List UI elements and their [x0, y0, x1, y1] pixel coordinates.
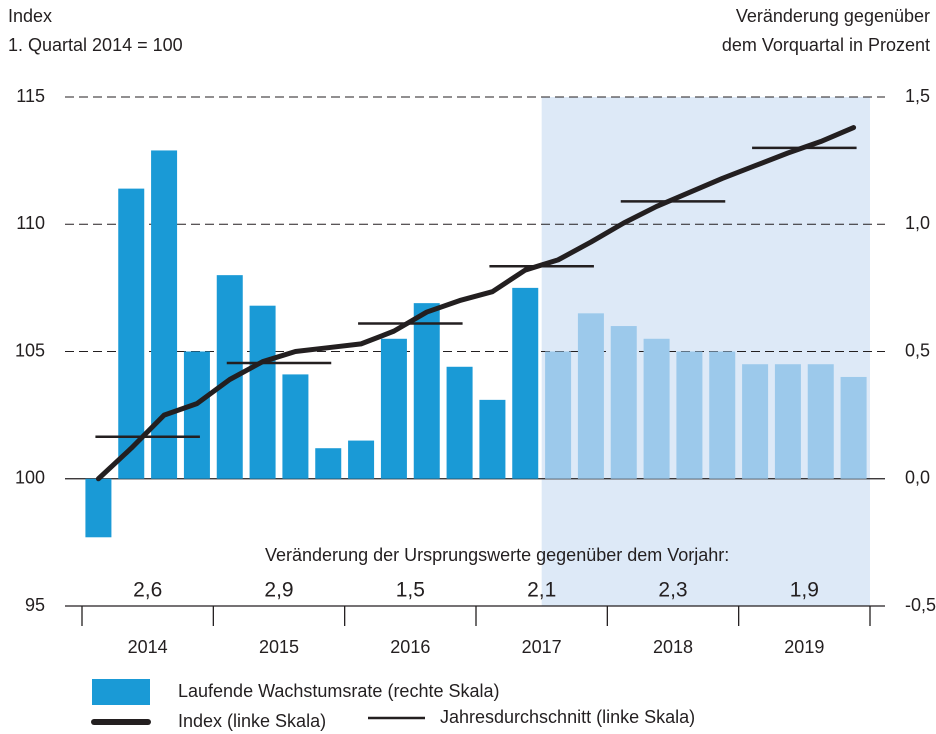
x-tick-label: 2019: [784, 637, 824, 657]
y-axis-title: 1. Quartal 2014 = 100: [8, 35, 183, 55]
bar: [315, 448, 342, 479]
y2-axis-title: Veränderung gegenüber: [736, 6, 930, 26]
x-tick-label: 2018: [653, 637, 693, 657]
bar: [709, 351, 736, 479]
bar: [807, 364, 834, 479]
y2-axis-title: dem Vorquartal in Prozent: [722, 35, 930, 55]
y2-tick-label: -0,5: [905, 595, 936, 615]
y2-tick-label: 1,5: [905, 86, 930, 106]
index-line: [95, 125, 857, 482]
x-tick-label: 2014: [128, 637, 168, 657]
bar: [512, 287, 539, 479]
bar: [118, 188, 145, 479]
bar: [249, 305, 276, 479]
legend-label: Jahresdurchschnitt (linke Skala): [440, 707, 695, 727]
legend-swatch: [92, 679, 150, 705]
y2-tick-label: 1,0: [905, 213, 930, 233]
y-tick-label: 100: [15, 468, 45, 488]
annual-change-label: 2,9: [264, 579, 293, 602]
y2-tick-label: 0,0: [905, 468, 930, 488]
bar: [610, 326, 637, 479]
bar: [742, 364, 769, 479]
bar: [413, 303, 440, 479]
annual-change-label: 2,1: [527, 579, 556, 602]
y-axis-title: Index: [8, 6, 52, 26]
bar: [774, 364, 801, 479]
bar: [348, 440, 375, 479]
bar: [545, 351, 572, 479]
y2-tick-label: 0,5: [905, 340, 930, 360]
bar: [643, 338, 670, 479]
bar: [183, 351, 210, 479]
x-tick-label: 2015: [259, 637, 299, 657]
x-tick-label: 2016: [390, 637, 430, 657]
annual-change-label: 2,6: [133, 579, 162, 602]
bar: [479, 399, 506, 479]
bar: [85, 478, 112, 538]
y-tick-label: 110: [16, 213, 45, 233]
annual-change-label: 1,9: [790, 579, 819, 602]
annual-change-title: Veränderung der Ursprungswerte gegenüber…: [265, 545, 729, 565]
legend-label: Index (linke Skala): [178, 711, 326, 731]
y-tick-label: 105: [15, 340, 45, 360]
legend-label: Laufende Wachstumsrate (rechte Skala): [178, 681, 500, 701]
bar: [676, 351, 703, 479]
bar: [577, 313, 604, 479]
bar: [840, 376, 867, 479]
bar: [282, 374, 309, 479]
y-tick-label: 95: [25, 595, 45, 615]
annual-change-label: 1,5: [396, 579, 425, 602]
bar: [151, 150, 178, 479]
y-tick-label: 115: [16, 86, 45, 106]
annual-change-label: 2,3: [658, 579, 687, 602]
x-tick-label: 2017: [522, 637, 562, 657]
bar: [446, 366, 473, 479]
bar: [380, 338, 407, 479]
